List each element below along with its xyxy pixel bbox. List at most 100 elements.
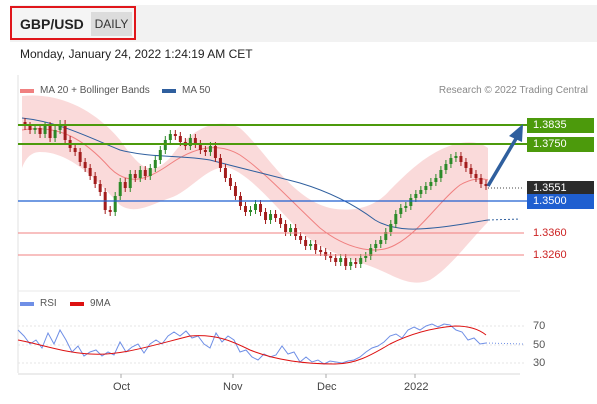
- rsi-label: RSI: [40, 298, 57, 309]
- candle-body: [203, 150, 207, 152]
- ma9-label: 9MA: [90, 298, 111, 309]
- candle-body: [259, 204, 263, 212]
- candle-body: [424, 186, 428, 190]
- candle-body: [439, 170, 443, 178]
- last-price-tag: 1.3551: [527, 181, 594, 196]
- forecast-arrow-shaft: [486, 136, 519, 187]
- candle-body: [329, 256, 333, 258]
- candle-body: [339, 258, 343, 262]
- rsi-line: [17, 323, 487, 365]
- candle-body: [464, 162, 468, 168]
- candle-body: [73, 148, 77, 152]
- bollinger-band: [22, 95, 488, 283]
- candle-body: [344, 258, 348, 266]
- candle-body: [43, 126, 47, 134]
- symbol-selector[interactable]: GBP/USD DAILY: [10, 6, 136, 40]
- candle-body: [178, 136, 182, 142]
- candle-body: [399, 208, 403, 214]
- candle-body: [284, 224, 288, 232]
- rsi-swatch: [20, 301, 34, 306]
- candle-body: [289, 228, 293, 232]
- candle-body: [384, 232, 388, 240]
- candle-body: [78, 152, 82, 162]
- candle-body: [309, 244, 313, 246]
- candle-body: [314, 244, 318, 250]
- candle-body: [269, 214, 273, 220]
- candle-body: [394, 214, 398, 224]
- candle-body: [324, 252, 328, 256]
- rsi-tick-50: 50: [533, 339, 546, 351]
- candle-body: [294, 228, 298, 236]
- ma50-line: [21, 117, 489, 230]
- candle-body: [459, 156, 463, 162]
- candle-body: [243, 206, 247, 212]
- candle-body: [389, 224, 393, 232]
- month-nov: Nov: [223, 381, 243, 393]
- candle-body: [419, 190, 423, 194]
- rsi-tick-30: 30: [533, 357, 546, 369]
- month-dec: Dec: [317, 381, 337, 393]
- candle-body: [148, 168, 152, 176]
- support-1-label: 1.3360: [533, 227, 567, 239]
- candle-body: [233, 186, 237, 196]
- candle-body: [53, 130, 57, 138]
- resistance-2-tag: 1.3835: [527, 118, 594, 133]
- ma20-line: [21, 128, 489, 251]
- candle-body: [188, 138, 192, 146]
- ma50-label: MA 50: [182, 85, 211, 96]
- legend-ma50: MA 50: [162, 85, 210, 96]
- candle-body: [354, 262, 358, 264]
- candle-body: [88, 168, 92, 176]
- candle-body: [279, 218, 283, 224]
- candle-body: [213, 146, 217, 158]
- candle-body: [28, 126, 32, 130]
- legend-ma20: MA 20 + Bollinger Bands: [20, 85, 150, 96]
- month-2022: 2022: [404, 381, 429, 393]
- candle-body: [374, 244, 378, 248]
- timestamp: Monday, January 24, 2022 1:24:19 AM CET: [20, 47, 253, 61]
- candle-body: [248, 210, 252, 212]
- candle-body: [359, 258, 363, 264]
- candle-body: [228, 178, 232, 186]
- candle-body: [319, 250, 323, 252]
- pivot-tag: 1.3500: [527, 194, 594, 209]
- candle-body: [474, 174, 478, 178]
- candle-body: [434, 178, 438, 182]
- candle-body: [299, 236, 303, 240]
- candle-body: [123, 182, 127, 188]
- support-2-label: 1.3260: [533, 249, 567, 261]
- candle-body: [484, 184, 488, 186]
- candle-body: [98, 184, 102, 192]
- period-button[interactable]: DAILY: [91, 12, 132, 36]
- candle-body: [218, 158, 222, 168]
- candle-body: [208, 146, 212, 152]
- candle-body: [108, 210, 112, 212]
- ma20-label: MA 20 + Bollinger Bands: [40, 85, 150, 96]
- ma20-swatch: [20, 88, 34, 93]
- candle-body: [83, 162, 87, 168]
- candle-body: [133, 174, 137, 178]
- candle-body: [304, 240, 308, 246]
- legend-9ma: 9MA: [70, 298, 111, 309]
- candle-body: [449, 158, 453, 164]
- candle-body: [93, 176, 97, 184]
- candle-body: [143, 170, 147, 176]
- candle-body: [469, 168, 473, 174]
- candle-body: [409, 198, 413, 206]
- rsi-tick-70: 70: [533, 320, 546, 332]
- ma9-swatch: [70, 301, 84, 306]
- candle-body: [48, 126, 52, 138]
- research-credit: Research © 2022 Trading Central: [438, 85, 588, 96]
- candle-body: [364, 256, 368, 258]
- rsi-9ma-line: [17, 325, 487, 365]
- legend-rsi: RSI: [20, 298, 57, 309]
- candle-body: [479, 178, 483, 184]
- candle-body: [379, 240, 383, 244]
- candle-body: [429, 182, 433, 186]
- candle-body: [153, 160, 157, 168]
- candle-body: [369, 248, 373, 256]
- ma50-swatch: [162, 88, 176, 93]
- candle-body: [414, 194, 418, 198]
